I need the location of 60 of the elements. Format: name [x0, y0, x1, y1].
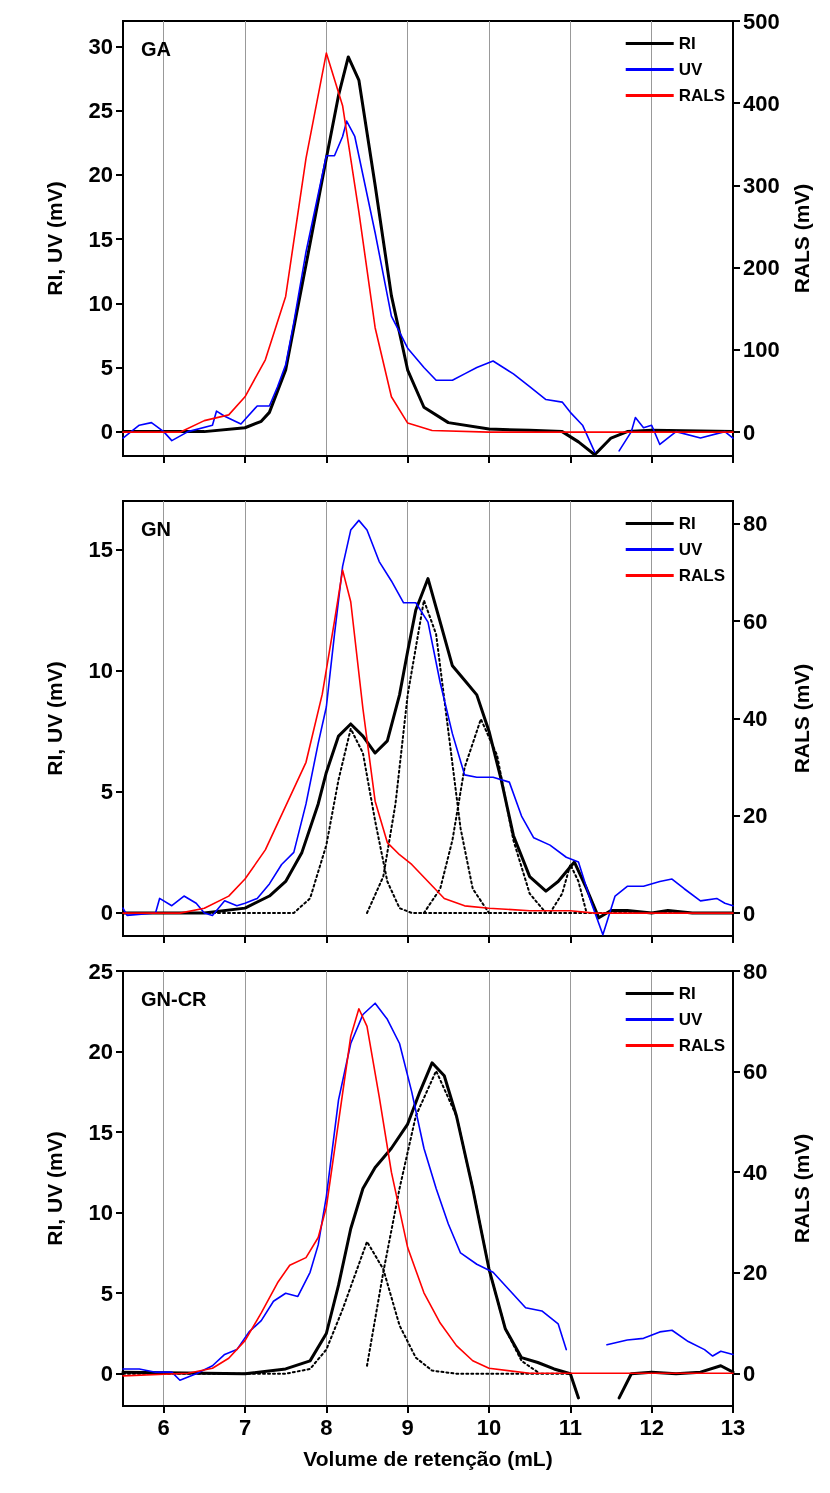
legend-label: UV [678, 60, 703, 79]
y2-tick-label: 40 [743, 1159, 768, 1185]
x-tick-label: 11 [558, 1414, 582, 1440]
legend-label: RALS [678, 86, 725, 105]
x-tick-label: 12 [639, 1414, 664, 1440]
y-tick-label: 5 [100, 779, 113, 805]
x-tick-label: 8 [320, 1414, 333, 1440]
y-tick-label: 10 [88, 1200, 113, 1226]
y2-tick-label: 100 [743, 337, 780, 363]
y-tick-label: 30 [88, 34, 113, 60]
x-axis-title: Volume de retenção (mL) [303, 1447, 553, 1470]
legend-label: UV [678, 1010, 703, 1029]
y-tick-label: 0 [100, 1361, 113, 1387]
y-tick-label: 25 [88, 98, 113, 124]
y2-tick-label: 60 [743, 608, 768, 634]
y2-tick-label: 400 [743, 90, 780, 116]
y2-tick-label: 20 [743, 1260, 768, 1286]
y2-tick-label: 80 [743, 511, 768, 537]
y-tick-label: 20 [88, 1039, 113, 1065]
x-tick-label: 7 [238, 1414, 252, 1440]
x-tick-label: 10 [476, 1414, 502, 1440]
y2-tick-label: 0 [743, 419, 756, 445]
y-tick-label: 0 [100, 419, 113, 445]
y-tick-label: 10 [88, 658, 113, 684]
y2-axis-title: RALS (mV) [790, 1133, 813, 1244]
y-tick-label: 0 [100, 900, 113, 926]
x-tick-label: 13 [720, 1414, 746, 1440]
y2-tick-label: 0 [743, 1360, 756, 1386]
y-tick-label: 15 [88, 536, 113, 562]
y-axis-title: RI, UV (mV) [43, 1131, 66, 1246]
legend-label: RALS [678, 566, 725, 585]
y2-tick-label: 80 [743, 958, 768, 984]
y-tick-label: 15 [88, 1119, 113, 1145]
x-tick-label: 6 [157, 1414, 170, 1440]
x-tick-label: 9 [401, 1414, 414, 1440]
y-tick-label: 5 [100, 1280, 113, 1306]
y-tick-label: 20 [88, 162, 113, 188]
y-axis-title: RI, UV (mV) [43, 661, 66, 776]
y-tick-label: 10 [88, 290, 113, 316]
y-axis-title: RI, UV (mV) [43, 181, 66, 296]
text: GN-CR [141, 988, 208, 1010]
text: GN [141, 518, 171, 540]
y2-tick-label: 300 [743, 172, 780, 198]
text: GA [141, 38, 171, 60]
y-tick-label: 25 [88, 958, 113, 984]
y-tick-label: 15 [88, 226, 113, 252]
legend-label: RI [678, 984, 696, 1003]
legend-label: UV [678, 540, 703, 559]
y2-tick-label: 500 [743, 8, 780, 34]
y2-tick-label: 40 [743, 706, 768, 731]
legend-label: RI [678, 514, 696, 533]
y-tick-label: 5 [100, 354, 113, 380]
y2-tick-label: 0 [743, 900, 756, 926]
y2-tick-label: 20 [743, 803, 768, 829]
legend-label: RALS [678, 1036, 725, 1055]
y2-tick-label: 60 [743, 1059, 768, 1085]
legend-label: RI [678, 34, 696, 53]
y2-axis-title: RALS (mV) [790, 183, 813, 294]
y2-tick-label: 200 [743, 255, 780, 281]
y2-axis-title: RALS (mV) [790, 663, 813, 774]
